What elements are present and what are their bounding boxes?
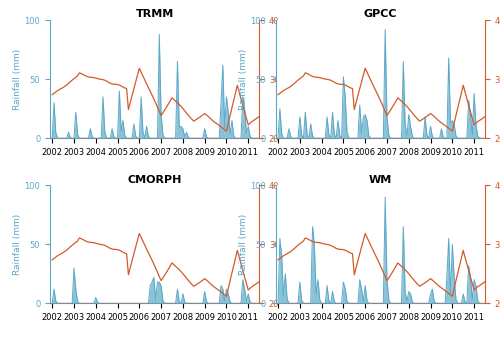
Y-axis label: Rainfall (mm): Rainfall (mm) xyxy=(238,49,248,110)
Y-axis label: Rainfall (mm): Rainfall (mm) xyxy=(238,214,248,275)
Y-axis label: Well levels (m): Well levels (m) xyxy=(282,45,292,113)
Y-axis label: Rainfall (mm): Rainfall (mm) xyxy=(13,49,22,110)
Y-axis label: Rainfall (mm): Rainfall (mm) xyxy=(13,214,22,275)
Title: TRMM: TRMM xyxy=(136,9,173,20)
Title: CMORPH: CMORPH xyxy=(128,175,182,185)
Title: GPCC: GPCC xyxy=(364,9,397,20)
Title: WM: WM xyxy=(369,175,392,185)
Y-axis label: Well levels (m): Well levels (m) xyxy=(282,211,292,278)
